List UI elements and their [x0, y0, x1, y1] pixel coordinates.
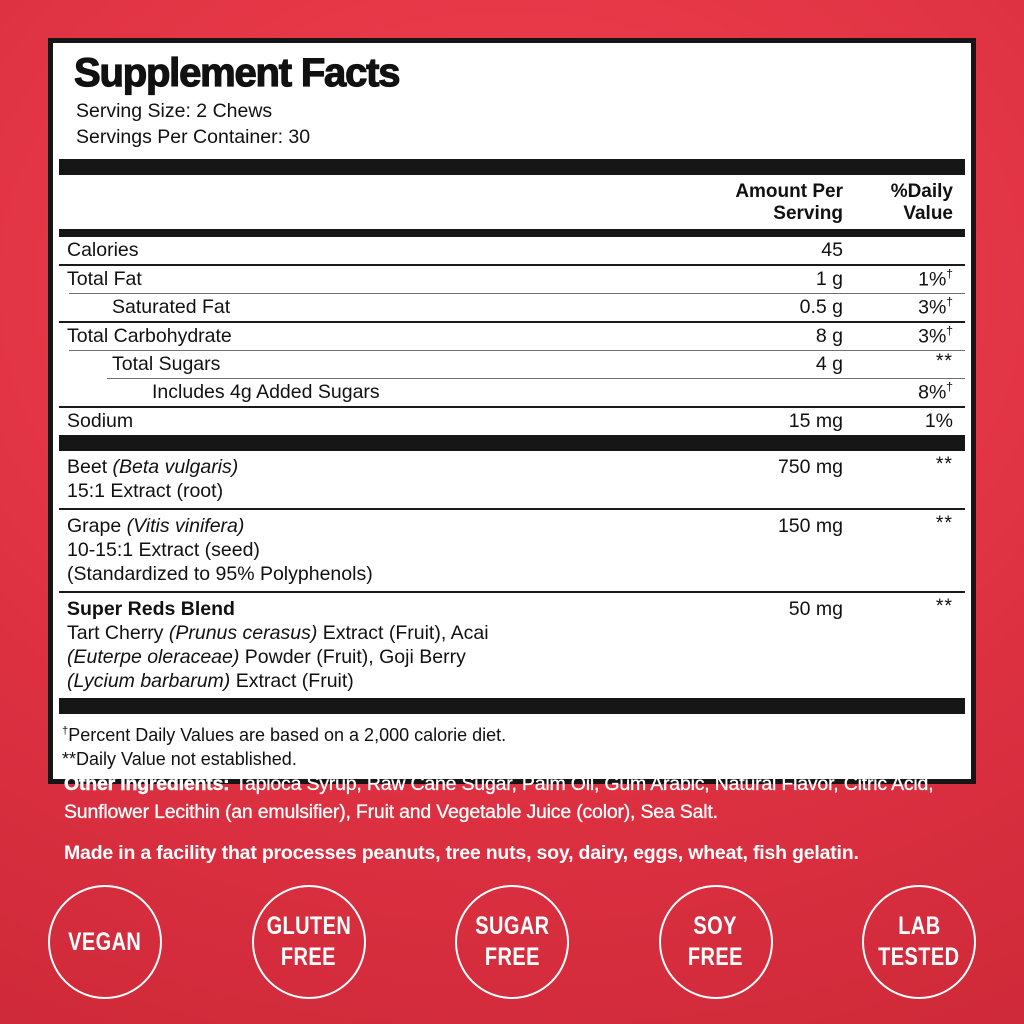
nutrient-row: Super Reds Blend Tart Cherry (Prunus cera…: [59, 593, 965, 698]
badge-label: FREE: [688, 943, 743, 971]
daily-value: **: [935, 595, 953, 617]
nutrient-name: Total Fat: [67, 268, 142, 290]
nutrient-row: Total Carbohydrate 8 g 3%†: [59, 323, 965, 350]
nutrient-name: Calories: [67, 239, 139, 261]
nutrient-row: Saturated Fat 0.5 g 3%†: [59, 294, 965, 321]
section-bar-under-headers: [59, 229, 965, 237]
badge-label: FREE: [281, 943, 336, 971]
daily-value: 1%†: [918, 267, 953, 291]
panel-title: Supplement Facts: [73, 50, 401, 95]
amount-per-serving-value: 750 mg: [777, 456, 843, 478]
section-bar-mid: [59, 435, 965, 451]
nutrient-row: Total Fat 1 g 1%†: [59, 266, 965, 293]
footnote: †Percent Daily Values are based on a 2,0…: [62, 725, 507, 745]
amount-per-serving-value: 4 g: [815, 353, 843, 375]
amount-per-serving-value: 1 g: [815, 268, 843, 290]
badge-soy-free: SOY FREE: [658, 885, 773, 999]
amount-per-serving-value: 150 mg: [777, 515, 843, 537]
daily-value: 8%†: [918, 380, 953, 404]
nutrient-row: Grape (Vitis vinifera) 10-15:1 Extract (s…: [59, 510, 965, 591]
badge-label: SOY: [693, 912, 738, 940]
claim-badges: VEGAN GLUTEN FREE SUGAR FREE SOY FREE LAB TESTED: [48, 885, 976, 999]
badge-label: TESTED: [878, 943, 960, 971]
badge-label: FREE: [484, 943, 540, 971]
other-ingredients-text: Tapioca Syrup, Raw Cane Sugar, Palm Oil,…: [64, 773, 934, 823]
badge-label: GLUTEN: [266, 912, 351, 940]
section-bar-top: [59, 159, 965, 175]
nutrient-rows: Calories 45 Total Fat 1 g 1%† Saturated Fat 0.…: [59, 237, 965, 435]
badge-sugar-free: SUGAR FREE: [455, 885, 569, 999]
facility-statement: Made in a facility that processes peanut…: [64, 842, 859, 864]
nutrient-name: Sodium: [67, 410, 134, 432]
badge-label: LAB: [897, 912, 941, 940]
nutrient-row: Includes 4g Added Sugars 8%†: [59, 379, 965, 406]
row-divider: [69, 293, 965, 294]
nutrient-name: Total Sugars: [112, 353, 221, 375]
nutrient-name: Saturated Fat: [112, 296, 231, 318]
row-divider: [69, 350, 965, 351]
footnote: **Daily Value not established.: [62, 749, 297, 769]
amount-per-serving-value: 0.5 g: [799, 296, 843, 318]
row-divider: [59, 591, 965, 593]
nutrient-row: Calories 45: [59, 237, 965, 264]
nutrient-name: Super Reds Blend Tart Cherry (Prunus cera…: [67, 598, 489, 692]
daily-value: **: [935, 512, 953, 534]
nutrient-row: Total Sugars 4 g **: [59, 350, 965, 378]
nutrient-row: Sodium 15 mg 1%: [59, 408, 965, 435]
footnotes: †Percent Daily Values are based on a 2,0…: [53, 714, 971, 779]
row-divider: [59, 508, 965, 510]
botanical-rows: Beet (Beta vulgaris) 15:1 Extract (root) 7…: [59, 451, 965, 698]
column-header-amount: Amount Per Serving: [735, 181, 843, 224]
serving-size: Serving Size: 2 Chews: [76, 100, 273, 122]
daily-value: 3%†: [918, 295, 953, 319]
nutrient-name: Includes 4g Added Sugars: [152, 381, 380, 403]
amount-per-serving-value: 8 g: [815, 325, 843, 347]
amount-per-serving-value: 15 mg: [788, 410, 843, 432]
nutrient-name: Total Carbohydrate: [67, 325, 232, 347]
serving-info: Serving Size: 2 Chews Servings Per Conta…: [53, 99, 971, 150]
badge-lab-tested: LAB TESTED: [862, 885, 976, 999]
row-divider: [59, 321, 965, 323]
other-ingredients: Other Ingredients: Tapioca Syrup, Raw Can…: [64, 770, 984, 826]
badge-vegan: VEGAN: [48, 885, 162, 999]
amount-per-serving-value: 50 mg: [788, 598, 843, 620]
nutrient-row: Beet (Beta vulgaris) 15:1 Extract (root) 7…: [59, 451, 965, 508]
daily-value: 3%†: [918, 324, 953, 348]
servings-per-container: Servings Per Container: 30: [76, 125, 311, 148]
row-divider: [59, 264, 965, 266]
section-bar-bottom: [59, 698, 965, 714]
column-headers: Amount Per Serving %Daily Value: [59, 175, 965, 229]
badge-gluten-free: GLUTEN FREE: [251, 885, 366, 999]
amount-per-serving-value: 45: [821, 239, 843, 261]
other-ingredients-label: Other Ingredients:: [64, 773, 230, 796]
row-divider: [59, 406, 965, 408]
daily-value: 1%: [924, 410, 953, 432]
row-divider: [107, 378, 965, 379]
nutrient-name: Beet (Beta vulgaris) 15:1 Extract (root): [67, 456, 239, 502]
daily-value: **: [935, 453, 953, 475]
daily-value: **: [935, 350, 953, 372]
nutrient-name: Grape (Vitis vinifera) 10-15:1 Extract (s…: [67, 515, 373, 585]
column-header-daily-value: %Daily Value: [890, 181, 953, 224]
badge-label: VEGAN: [68, 927, 142, 956]
supplement-facts-panel: Supplement Facts Serving Size: 2 Chews S…: [48, 38, 976, 784]
badge-label: SUGAR: [474, 912, 550, 940]
